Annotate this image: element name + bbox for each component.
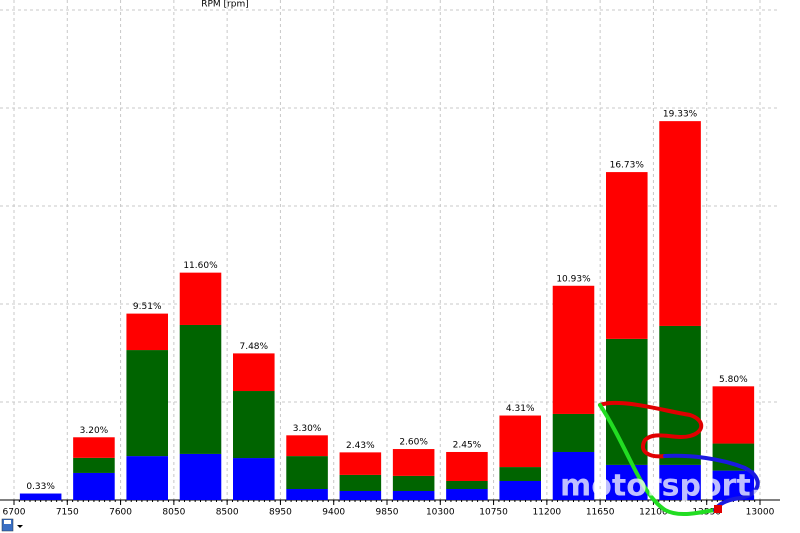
track-marker	[714, 505, 722, 513]
x-tick-label: 9400	[322, 508, 345, 518]
bar-segment	[552, 451, 595, 500]
bar-segment	[73, 457, 115, 473]
total-label: 5.80%	[719, 375, 748, 385]
bar-segment	[446, 489, 488, 500]
bar-segment	[392, 449, 435, 476]
track-map	[598, 400, 760, 517]
bar-segment	[126, 456, 168, 500]
x-tick-label: 10750	[479, 508, 508, 518]
bar-segment	[286, 456, 328, 490]
bar-segment	[499, 415, 541, 468]
watermark: motorsport.com	[560, 469, 800, 504]
bar-segment	[286, 435, 328, 457]
x-tick-label: 11200	[533, 508, 562, 518]
bar-segment	[392, 475, 435, 491]
dropdown-arrow	[17, 525, 23, 528]
bar-segment	[179, 272, 222, 325]
bar-segment	[179, 324, 222, 454]
bar-segment	[286, 489, 328, 500]
total-label: 9.51%	[133, 302, 162, 312]
save-icon-label	[4, 520, 11, 524]
total-label: 3.30%	[293, 424, 322, 434]
total-label: 11.60%	[183, 261, 218, 271]
bar-segment	[339, 452, 382, 475]
x-tick-label: 12100	[639, 508, 668, 518]
bar-segment	[392, 490, 435, 500]
bar-segment	[446, 451, 488, 481]
x-tick-label: 6700	[3, 508, 26, 518]
save-icon	[1, 518, 14, 532]
total-label: 16.73%	[610, 161, 645, 171]
bar-segment	[499, 467, 541, 481]
x-tick-label: 10300	[426, 508, 455, 518]
bar-segment	[126, 313, 168, 351]
bar-segment	[233, 353, 275, 392]
x-tick-label: 7600	[109, 508, 132, 518]
bar-segment	[73, 472, 115, 500]
track-blue	[663, 453, 760, 512]
total-label: 0.33%	[26, 482, 55, 492]
bar-segment	[712, 443, 755, 471]
x-axis-label: RPM [rpm]	[201, 0, 249, 10]
bar-segment	[552, 285, 595, 414]
total-label: 10.93%	[556, 274, 591, 284]
bar-segment	[126, 350, 168, 457]
total-label: 2.45%	[453, 440, 482, 450]
total-label: 19.33%	[663, 110, 698, 120]
bar-segment	[446, 480, 488, 490]
track-green	[598, 403, 717, 517]
total-label: 3.20%	[80, 426, 109, 436]
x-tick-label: 8500	[216, 508, 239, 518]
bar-segment	[659, 325, 701, 465]
bar-segment	[339, 474, 382, 491]
labels: 0.33% 3.20% 9.51% 11.60% 7.48% 3.30% 2.43% 2.60…	[26, 110, 748, 492]
x-tick-label: 8950	[269, 508, 292, 518]
x-tick-label: 9850	[376, 508, 399, 518]
bar-segment	[233, 391, 275, 459]
track-red	[598, 400, 704, 459]
total-label: 4.31%	[506, 404, 535, 414]
x-tick-label: 11650	[586, 508, 615, 518]
bar-segment	[19, 493, 62, 500]
total-label: 2.60%	[399, 438, 428, 448]
bar-segment	[659, 464, 701, 500]
x-tick-label: 8050	[162, 508, 185, 518]
x-tick-label: 13000	[746, 508, 775, 518]
bar-segment	[179, 453, 222, 500]
bar-segment	[499, 480, 541, 500]
bar-segment	[712, 386, 755, 444]
bar-segment	[233, 458, 275, 500]
bars	[19, 121, 755, 500]
total-label: 2.43%	[346, 441, 375, 451]
x-tick-label: 7150	[56, 508, 79, 518]
bar-segment	[339, 490, 382, 500]
total-label: 7.48%	[239, 342, 268, 352]
bar-segment	[659, 121, 701, 326]
toolbar-icon	[1, 518, 23, 532]
bar-segment	[552, 413, 595, 452]
bar-segment	[606, 172, 648, 339]
bar-segment	[73, 437, 115, 458]
